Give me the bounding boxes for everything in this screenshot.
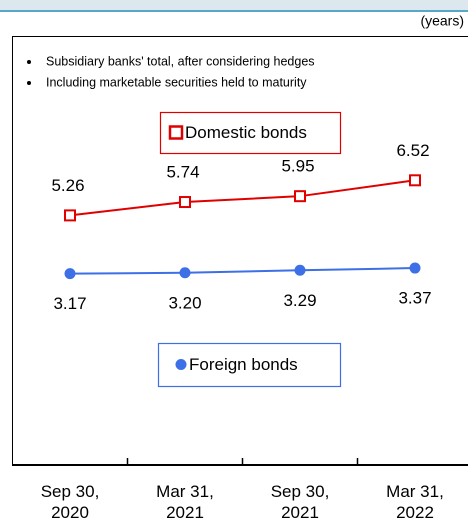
x-tick-label-line: Sep 30, — [270, 482, 330, 501]
data-label: 3.29 — [283, 291, 316, 310]
point — [179, 196, 191, 209]
data-label: 5.95 — [281, 157, 314, 176]
x-tick-label: Mar 31, 2022 — [360, 481, 468, 519]
point — [294, 264, 306, 276]
legend-box — [159, 111, 342, 155]
point — [179, 267, 191, 279]
bullet — [27, 60, 31, 64]
chart-frame — [12, 36, 468, 465]
note: Subsidiary banks' total, after consideri… — [46, 54, 315, 68]
x-tick-label-line: 2021 — [166, 503, 204, 519]
note: Including marketable securities held to … — [46, 75, 307, 89]
legend-label: Foreign bonds — [189, 355, 298, 374]
data-label: 3.37 — [398, 289, 431, 308]
legend-box — [157, 342, 342, 388]
header-band — [0, 0, 468, 10]
x-tick-label: Sep 30, 2020 — [15, 481, 125, 519]
point — [64, 209, 76, 222]
point — [409, 262, 421, 274]
x-tick-label-line: Mar 31, — [386, 482, 444, 501]
point — [409, 174, 421, 187]
point — [64, 268, 76, 280]
x-tick-label: Sep 30, 2021 — [245, 481, 355, 519]
data-label: 5.74 — [166, 163, 199, 182]
data-label: 3.20 — [168, 293, 201, 312]
series-line — [69, 179, 416, 217]
unit-label: (years) — [420, 13, 464, 29]
legend-label: Domestic bonds — [185, 123, 307, 142]
x-tick-label-line: 2022 — [396, 503, 434, 519]
series-line — [69, 267, 416, 275]
data-label: 3.17 — [53, 294, 86, 313]
legend-marker — [168, 125, 184, 140]
x-tick-label-line: 2020 — [51, 503, 89, 519]
x-tick-label-line: 2021 — [281, 503, 319, 519]
data-label: 5.26 — [51, 176, 84, 195]
x-tick-label: Mar 31, 2021 — [130, 481, 240, 519]
point — [294, 190, 306, 203]
bullet — [27, 81, 31, 85]
data-label: 6.52 — [396, 141, 429, 160]
x-tick-label-line: Mar 31, — [156, 482, 214, 501]
legend-marker — [175, 359, 187, 370]
x-tick-label-line: Sep 30, — [40, 482, 100, 501]
